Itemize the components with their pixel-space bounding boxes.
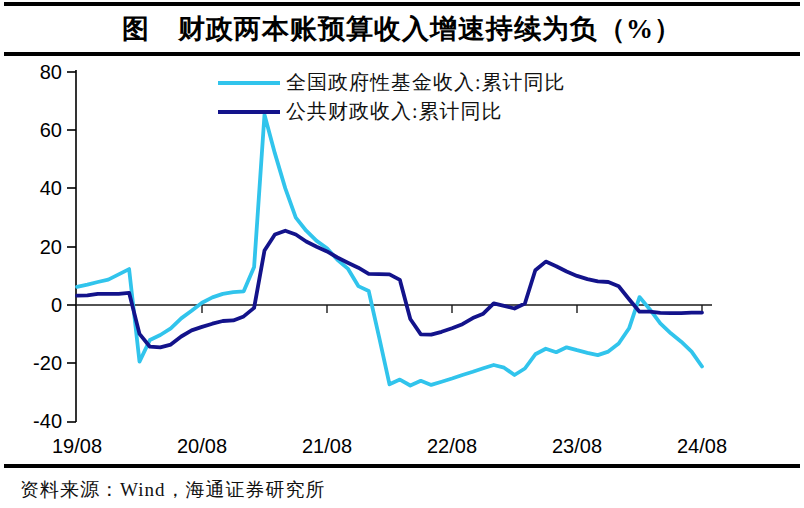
x-tick-label: 20/08 <box>170 433 234 459</box>
fiscal-revenue-figure: 图 财政两本账预算收入增速持续为负（%） 80 60 40 20 0 -20 -… <box>0 0 804 508</box>
legend-label-government-fund: 全国政府性基金收入:累计同比 <box>286 70 566 94</box>
x-tick-label: 24/08 <box>670 433 734 459</box>
x-tick-label: 22/08 <box>420 433 484 459</box>
legend-label-public-finance: 公共财政收入:累计同比 <box>286 99 503 123</box>
x-tick-label: 19/08 <box>45 433 109 459</box>
y-tick-label: 60 <box>8 118 62 142</box>
y-tick-label: 40 <box>8 176 62 200</box>
x-axis-ticks <box>202 305 702 313</box>
y-tick-label: -40 <box>8 409 62 433</box>
y-tick-label: 0 <box>8 293 62 317</box>
y-tick-label: 80 <box>8 60 62 84</box>
x-tick-label: 23/08 <box>545 433 609 459</box>
x-tick-label: 21/08 <box>295 433 359 459</box>
bottom-rule <box>4 464 800 468</box>
source-note: 资料来源：Wind，海通证券研究所 <box>20 477 325 503</box>
legend-swatch-government-fund <box>218 81 280 85</box>
legend-swatch-public-finance <box>218 110 280 114</box>
y-tick-label: -20 <box>8 351 62 375</box>
y-tick-label: 20 <box>8 235 62 259</box>
y-axis <box>67 70 76 422</box>
